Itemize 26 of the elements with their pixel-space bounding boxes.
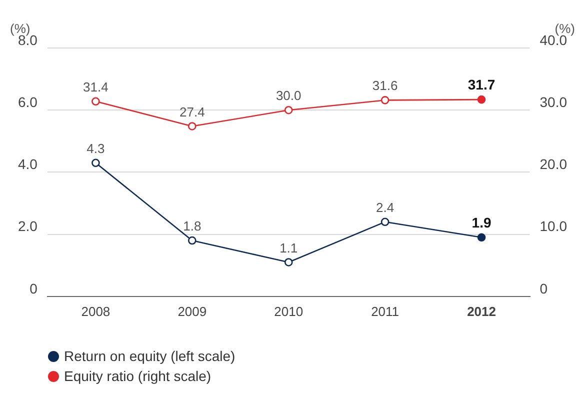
y2-tick-label: 10.0 — [540, 218, 568, 234]
x-tick-label: 2011 — [371, 304, 400, 319]
data-label: 1.8 — [183, 218, 202, 234]
data-label: 2.4 — [376, 200, 394, 215]
x-tick-label: 2009 — [178, 304, 207, 319]
data-label: 1.9 — [472, 214, 492, 230]
x-tick-label: 2012 — [467, 304, 496, 319]
data-label: 31.7 — [468, 76, 496, 92]
y-tick-label: 2.0 — [18, 218, 38, 234]
y2-axis-title: (%) — [554, 21, 575, 36]
y-tick-label: 6.0 — [18, 94, 38, 110]
data-label: 1.1 — [280, 240, 298, 256]
legend-label: Return on equity (left scale) — [64, 347, 236, 366]
data-label: 30.0 — [276, 88, 302, 104]
x-tick-label: 2008 — [81, 304, 110, 319]
y2-tick-label: 20.0 — [540, 156, 568, 172]
data-label: 4.3 — [86, 140, 105, 156]
y-tick-label: 0 — [30, 280, 38, 296]
legend-label: Equity ratio (right scale) — [64, 367, 212, 386]
y2-tick-label: 0 — [540, 280, 548, 296]
data-label: 27.4 — [179, 104, 205, 120]
y-tick-label: 4.0 — [18, 156, 38, 172]
data-label: 31.4 — [83, 79, 108, 94]
data-label: 31.6 — [372, 78, 398, 94]
x-tick-label: 2010 — [274, 304, 304, 319]
y2-tick-label: 30.0 — [540, 94, 568, 110]
